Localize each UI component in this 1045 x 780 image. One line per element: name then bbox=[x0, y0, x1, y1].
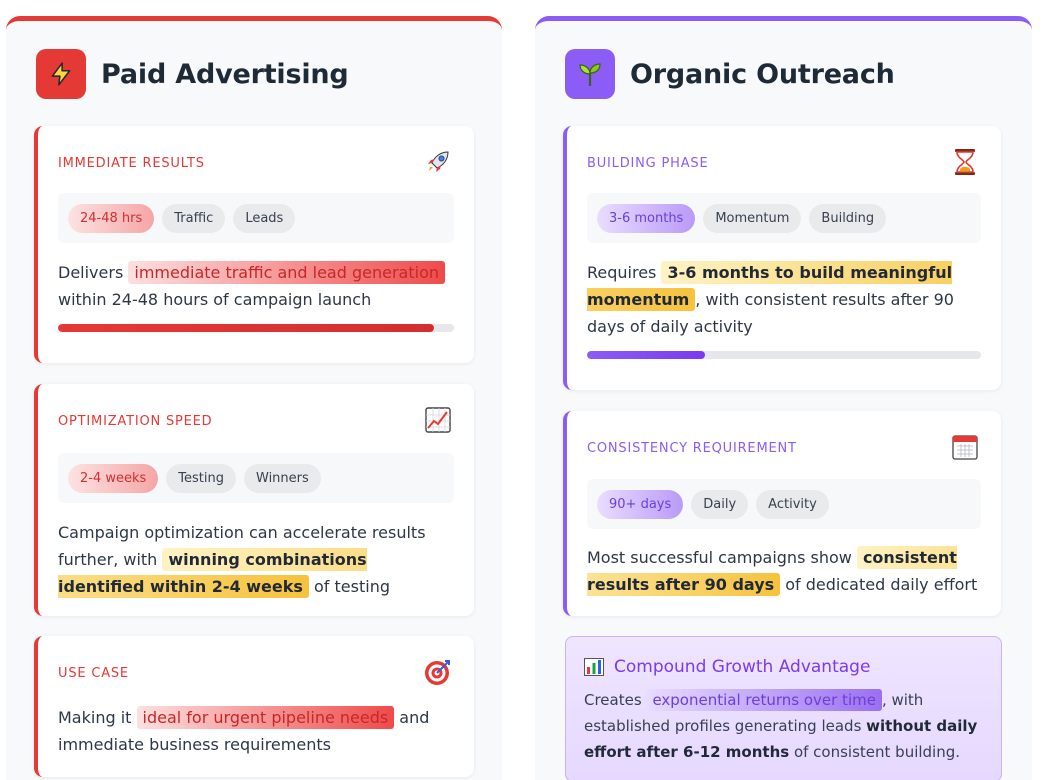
tag-timeframe: 90+ days bbox=[597, 489, 684, 519]
seedling-icon bbox=[565, 49, 615, 99]
highlight: immediate traffic and lead generation bbox=[128, 261, 445, 284]
card-consistency-requirement: CONSISTENCY REQUIREMENT 90+ days Daily A… bbox=[563, 411, 1001, 616]
tag-timeframe: 3-6 months bbox=[597, 203, 696, 233]
target-icon bbox=[424, 658, 452, 686]
organic-outreach-column: Organic Outreach BUILDING PHASE 3-6 mont… bbox=[535, 16, 1032, 780]
bar-chart-icon bbox=[584, 658, 604, 676]
hourglass-icon bbox=[951, 148, 979, 176]
card-description: Most successful campaigns show consisten… bbox=[587, 544, 983, 598]
tag: Momentum bbox=[703, 203, 802, 233]
compound-description: Creates exponential returns over time, w… bbox=[584, 687, 985, 765]
card-label: IMMEDIATE RESULTS bbox=[58, 156, 205, 171]
text: Making it bbox=[58, 708, 137, 727]
card-optimization-speed: OPTIMIZATION SPEED 2-4 weeks Testing Win… bbox=[34, 384, 474, 616]
progress-bar bbox=[587, 351, 981, 359]
tag: Building bbox=[809, 203, 887, 233]
chart-increasing-icon bbox=[424, 406, 452, 434]
text: , with established profiles generating l… bbox=[584, 691, 924, 735]
column-title: Organic Outreach bbox=[630, 58, 895, 90]
tag: Testing bbox=[166, 463, 236, 493]
tag-timeframe: 2-4 weeks bbox=[68, 463, 159, 493]
text: Campaign optimization can accelerate res… bbox=[58, 523, 426, 569]
tag: Leads bbox=[233, 203, 296, 233]
organic-outreach-header: Organic Outreach bbox=[565, 49, 895, 99]
text: of consistent building. bbox=[789, 743, 961, 761]
highlight: exponential returns over time bbox=[646, 689, 882, 711]
paid-advertising-header: Paid Advertising bbox=[36, 49, 349, 99]
text: of testing bbox=[308, 577, 390, 596]
card-description: Requires 3-6 months to build meaningful … bbox=[587, 259, 983, 340]
card-label: BUILDING PHASE bbox=[587, 156, 709, 171]
tag: Traffic bbox=[162, 203, 226, 233]
card-label: OPTIMIZATION SPEED bbox=[58, 414, 213, 429]
text: Creates bbox=[584, 691, 647, 709]
tag: Winners bbox=[244, 463, 321, 493]
text: and immediate business requirements bbox=[58, 708, 430, 754]
compound-growth-box: Compound Growth Advantage Creates expone… bbox=[565, 636, 1002, 780]
tag-row: 2-4 weeks Testing Winners bbox=[58, 453, 454, 503]
calendar-icon bbox=[951, 433, 979, 461]
tag-row: 90+ days Daily Activity bbox=[587, 479, 981, 529]
progress-bar bbox=[58, 324, 454, 332]
progress-fill bbox=[587, 351, 706, 359]
tag: Activity bbox=[756, 489, 829, 519]
rocket-icon bbox=[424, 148, 452, 176]
compound-title-text: Compound Growth Advantage bbox=[614, 657, 871, 677]
text: of dedicated daily effort bbox=[780, 575, 978, 594]
compound-title: Compound Growth Advantage bbox=[584, 657, 870, 677]
card-building-phase: BUILDING PHASE 3-6 months Momentum Build… bbox=[563, 126, 1001, 390]
card-description: Making it ideal for urgent pipeline need… bbox=[58, 704, 456, 758]
card-description: Campaign optimization can accelerate res… bbox=[58, 519, 456, 600]
card-label: CONSISTENCY REQUIREMENT bbox=[587, 441, 797, 456]
card-description: Delivers immediate traffic and lead gene… bbox=[58, 259, 456, 313]
text: Requires bbox=[587, 263, 662, 282]
text: Most successful campaigns show bbox=[587, 548, 857, 567]
column-title: Paid Advertising bbox=[101, 58, 349, 90]
card-label: USE CASE bbox=[58, 666, 129, 681]
card-use-case: USE CASE Making it ideal for urgent pipe… bbox=[34, 636, 474, 777]
tag-timeframe: 24-48 hrs bbox=[68, 203, 155, 233]
progress-fill bbox=[58, 324, 435, 332]
highlight: ideal for urgent pipeline needs bbox=[136, 706, 395, 729]
tag-row: 24-48 hrs Traffic Leads bbox=[58, 193, 454, 243]
text: within 24-48 hours of campaign launch bbox=[58, 290, 372, 309]
tag-row: 3-6 months Momentum Building bbox=[587, 193, 981, 243]
bold-text: without daily effort after 6-12 months bbox=[584, 717, 978, 761]
lightning-icon bbox=[36, 49, 86, 99]
card-immediate-results: IMMEDIATE RESULTS 24-48 hrs Traffic Lead… bbox=[34, 126, 474, 363]
tag: Daily bbox=[691, 489, 749, 519]
text: , with consistent results after 90 days … bbox=[587, 290, 954, 336]
paid-advertising-column: Paid Advertising IMMEDIATE RESULTS 24-48… bbox=[6, 16, 502, 780]
text: Delivers bbox=[58, 263, 129, 282]
